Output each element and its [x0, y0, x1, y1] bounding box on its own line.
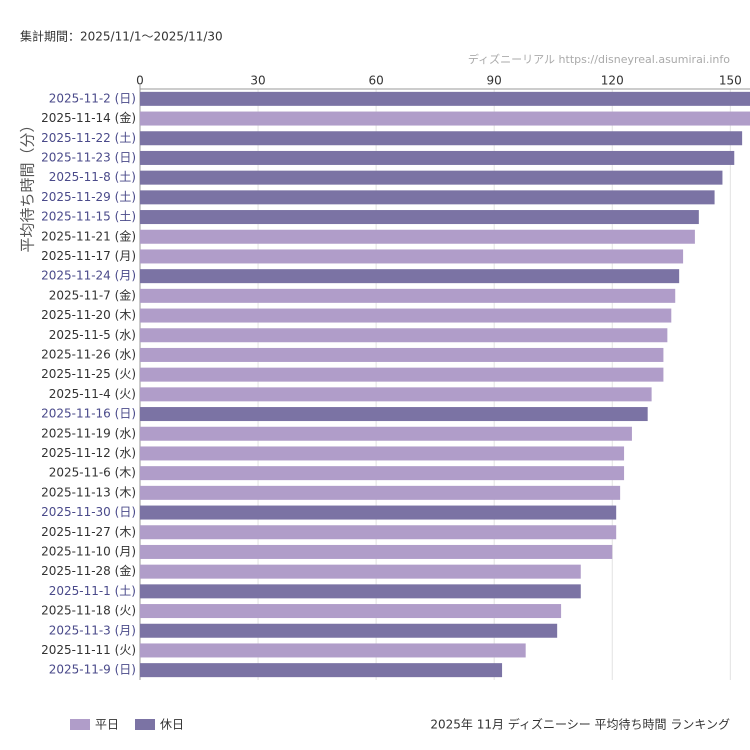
period: 集計期間：2025/11/1〜2025/11/30: [20, 29, 223, 44]
y-tick-label: 2025-11-23 (日): [41, 150, 136, 164]
bar: [140, 407, 648, 422]
y-tick-label: 2025-11-30 (日): [41, 505, 136, 519]
y-tick-label: 2025-11-9 (日): [49, 663, 136, 677]
bar: [140, 525, 617, 540]
bar: [140, 544, 613, 559]
y-tick-label: 2025-11-16 (日): [41, 407, 136, 421]
bar: [140, 387, 652, 402]
bar: [140, 229, 695, 244]
bar: [140, 150, 735, 165]
plot-area: [140, 91, 750, 678]
y-tick-label: 2025-11-13 (木): [41, 485, 136, 499]
bar: [140, 91, 750, 106]
x-tick-label: 90: [487, 74, 502, 88]
y-tick-label: 2025-11-1 (土): [49, 584, 136, 598]
bar: [140, 485, 621, 500]
bar: [140, 328, 668, 343]
y-tick-label: 2025-11-10 (月): [41, 544, 136, 558]
bar: [140, 288, 676, 303]
y-tick-label: 2025-11-29 (土): [41, 190, 136, 204]
y-tick-label: 2025-11-4 (火): [49, 387, 136, 401]
y-tick-label: 2025-11-26 (水): [41, 347, 136, 361]
y-tick-label: 2025-11-19 (水): [41, 426, 136, 440]
bar: [140, 210, 699, 225]
y-tick-label: 2025-11-20 (木): [41, 308, 136, 322]
bar: [140, 643, 526, 658]
y-tick-label: 2025-11-2 (日): [49, 91, 136, 105]
bar: [140, 347, 664, 362]
chart-title: 2025年 11月 ディズニーシー 平均待ち時間 ランキング: [430, 717, 730, 732]
y-tick-label: 2025-11-11 (火): [41, 643, 136, 657]
bar: [140, 446, 625, 461]
y-tick-label: 2025-11-15 (土): [41, 210, 136, 224]
bar: [140, 466, 625, 481]
y-tick-label: 2025-11-22 (土): [41, 131, 136, 145]
legend-swatch: [70, 719, 90, 730]
x-tick-label: 120: [601, 74, 624, 88]
legend-swatch: [135, 719, 155, 730]
y-tick-label: 2025-11-21 (金): [41, 228, 136, 243]
x-tick-label: 60: [368, 74, 383, 88]
y-tick-label: 2025-11-28 (金): [41, 563, 136, 578]
bar: [140, 190, 715, 205]
bar: [140, 367, 664, 382]
bar: [140, 170, 723, 185]
x-tick-label: 150: [719, 74, 742, 88]
y-tick-label: 2025-11-14 (金): [41, 110, 136, 125]
bar: [140, 623, 558, 638]
x-tick-label: 30: [250, 74, 265, 88]
x-tick-label: 0: [136, 74, 144, 88]
y-tick-label: 2025-11-7 (金): [49, 287, 136, 302]
y-tick-label: 2025-11-25 (火): [41, 367, 136, 381]
bar: [140, 249, 684, 264]
bar: [140, 111, 750, 126]
bar: [140, 308, 672, 323]
y-tick-label: 2025-11-24 (月): [41, 269, 136, 283]
bar: [140, 663, 503, 678]
y-tick-label: 2025-11-3 (月): [49, 623, 136, 637]
y-tick-label: 2025-11-6 (木): [49, 466, 136, 480]
bar: [140, 604, 562, 619]
y-tick-label: 2025-11-17 (月): [41, 249, 136, 263]
bar: [140, 564, 581, 579]
legend-label: 平日: [95, 718, 119, 732]
bar: [140, 131, 743, 146]
credit: ディズニーリアル https://disneyreal.asumirai.inf…: [468, 52, 730, 66]
legend-label: 休日: [160, 718, 184, 732]
y-tick-label: 2025-11-27 (木): [41, 525, 136, 539]
bar: [140, 426, 632, 441]
y-axis-label: 平均待ち時間（分）: [19, 117, 37, 252]
y-tick-label: 2025-11-8 (土): [49, 170, 136, 184]
bar: [140, 269, 680, 284]
y-tick-label: 2025-11-12 (水): [41, 446, 136, 460]
y-tick-label: 2025-11-5 (水): [49, 328, 136, 342]
bar: [140, 584, 581, 599]
bar: [140, 505, 617, 520]
y-tick-label: 2025-11-18 (火): [41, 604, 136, 618]
